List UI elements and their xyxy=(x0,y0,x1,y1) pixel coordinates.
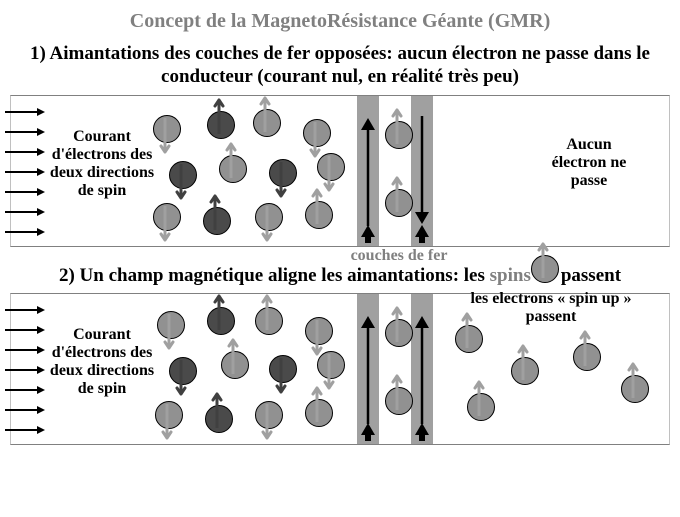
electron-up-light xyxy=(531,248,559,288)
electron-down-dark xyxy=(169,350,197,390)
electron-up-light xyxy=(385,312,413,352)
diagram-panel-2: Courant d'électrons des deux directions … xyxy=(10,293,670,445)
electron-up-light xyxy=(385,380,413,420)
section1-heading: 1) Aimantations des couches de fer oppos… xyxy=(18,43,662,89)
magnetization-arrow xyxy=(359,314,377,429)
electron-up-light xyxy=(621,368,649,408)
section2-heading-pre: 2) Un champ magnétique aligne les aimant… xyxy=(59,265,490,286)
electron-up-light xyxy=(255,300,283,340)
electron-down-light xyxy=(255,394,283,434)
electron-down-light xyxy=(317,344,345,384)
electron-up-light xyxy=(253,102,281,142)
left-label: Courant d'électrons des deux directions … xyxy=(43,128,161,200)
title-text: Concept de la MagnetoRésistance Géante (… xyxy=(130,10,550,32)
electron-up-light xyxy=(305,392,333,432)
electron-down-dark xyxy=(269,152,297,192)
bar-base-arrow xyxy=(361,225,375,248)
magnetization-arrow xyxy=(359,116,377,231)
electron-up-dark xyxy=(205,398,233,438)
section1-heading-text: 1) Aimantations des couches de fer oppos… xyxy=(30,43,650,87)
electron-up-light xyxy=(385,182,413,222)
electron-up-light xyxy=(219,148,247,188)
bar-base-arrow xyxy=(361,423,375,446)
electron-down-light xyxy=(317,146,345,186)
page-title: Concept de la MagnetoRésistance Géante (… xyxy=(0,0,680,33)
iron-layer-label: couches de fer xyxy=(334,247,464,265)
electron-up-light xyxy=(467,386,495,426)
magnetization-arrow xyxy=(413,116,431,231)
electron-down-light xyxy=(255,196,283,236)
current-inflow-arrows xyxy=(5,298,45,443)
magnetization-arrow xyxy=(413,314,431,429)
section2-heading-spins: spins xyxy=(490,265,531,286)
electron-down-light xyxy=(153,108,181,148)
electron-down-dark xyxy=(169,154,197,194)
electron-up-light xyxy=(455,318,483,358)
electron-up-light xyxy=(573,336,601,376)
electron-up-light xyxy=(221,344,249,384)
electron-down-dark xyxy=(269,348,297,388)
iron-layer-label-text: couches de fer xyxy=(351,247,448,264)
electron-up-light xyxy=(385,114,413,154)
electron-up-light xyxy=(511,350,539,390)
section2-heading: 2) Un champ magnétique aligne les aimant… xyxy=(12,265,668,288)
bar-base-arrow xyxy=(415,423,429,446)
bar-base-arrow xyxy=(415,225,429,248)
electron-up-dark xyxy=(203,200,231,240)
electron-down-light xyxy=(157,304,185,344)
electron-down-light xyxy=(155,394,183,434)
inline-electron-icon xyxy=(531,266,561,286)
electron-down-light xyxy=(153,196,181,236)
current-inflow-arrows xyxy=(5,100,45,245)
section2-heading-post: passent xyxy=(561,265,621,286)
diagram-panel-1: Courant d'électrons des deux directions … xyxy=(10,95,670,247)
left-label: Courant d'électrons des deux directions … xyxy=(43,326,161,398)
electron-up-light xyxy=(305,194,333,234)
right-label: Aucun électron ne passe xyxy=(539,136,639,190)
